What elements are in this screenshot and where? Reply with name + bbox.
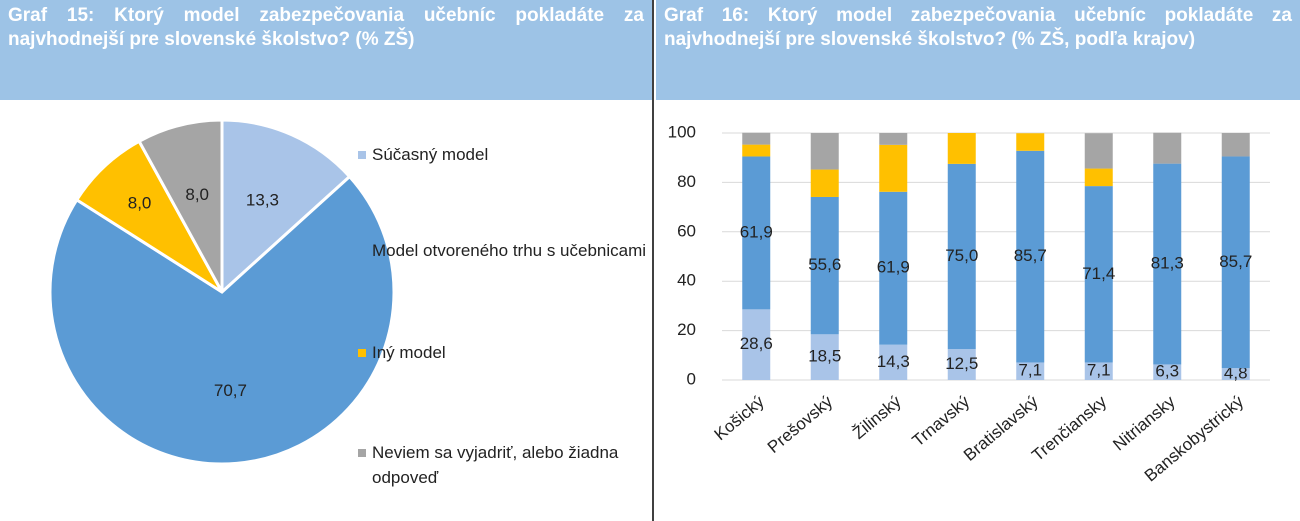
y-tick-label: 20 bbox=[677, 320, 696, 339]
y-tick-label: 100 bbox=[668, 122, 696, 141]
bar-segment bbox=[947, 349, 976, 380]
pie-slice bbox=[220, 118, 352, 296]
legend-item: Model otvoreného trhu s učebnicami bbox=[358, 238, 652, 263]
x-tick-label: Nitriansky bbox=[1109, 392, 1179, 455]
legend-swatch bbox=[358, 349, 366, 357]
bar-segment bbox=[1016, 133, 1045, 151]
legend-swatch bbox=[358, 247, 366, 255]
bar-segment bbox=[1221, 156, 1250, 369]
data-label: 14,3 bbox=[877, 352, 910, 371]
x-tick-label: Žilinský bbox=[849, 392, 905, 443]
legend-item: Iný model bbox=[358, 340, 652, 365]
data-label: 28,6 bbox=[740, 334, 773, 353]
chart-title: Graf 15: Ktorý model zabezpečovania učeb… bbox=[0, 0, 652, 100]
bar-segment bbox=[742, 132, 771, 145]
bar-segment bbox=[1153, 364, 1182, 380]
x-tick-label: Košický bbox=[711, 392, 768, 445]
y-tick-label: 40 bbox=[677, 271, 696, 290]
bar-segment bbox=[1084, 133, 1113, 169]
data-label: 4,8 bbox=[1224, 364, 1248, 383]
y-tick-label: 80 bbox=[677, 172, 696, 191]
y-tick-label: 60 bbox=[677, 221, 696, 240]
data-label: 81,3 bbox=[1151, 254, 1184, 273]
bar-segment bbox=[1221, 133, 1250, 157]
data-label: 85,7 bbox=[1014, 246, 1047, 265]
x-tick-label: Trenčiansky bbox=[1028, 392, 1110, 465]
data-label: 61,9 bbox=[740, 222, 773, 241]
bar-segment bbox=[742, 309, 771, 380]
bar-segment bbox=[1084, 168, 1113, 187]
bar-segment bbox=[1153, 132, 1182, 164]
bar-segment bbox=[947, 133, 976, 164]
bar-segment bbox=[742, 144, 771, 157]
data-label: 18,5 bbox=[808, 347, 841, 366]
bar-segment bbox=[1221, 368, 1250, 380]
data-label: 8,0 bbox=[128, 194, 152, 213]
x-tick-label: Bratislavský bbox=[960, 392, 1042, 465]
bar-segment bbox=[810, 196, 839, 335]
data-label: 13,3 bbox=[246, 190, 279, 209]
legend-item: Súčasný model bbox=[358, 142, 652, 167]
legend-item: Neviem sa vyjadriť, alebo žiadna odpoveď bbox=[358, 440, 652, 490]
data-label: 70,7 bbox=[214, 381, 247, 400]
x-tick-label: Prešovský bbox=[764, 392, 837, 457]
data-label: 55,6 bbox=[808, 255, 841, 274]
bar-segment bbox=[810, 334, 839, 380]
legend-swatch bbox=[358, 151, 366, 159]
data-label: 7,1 bbox=[1087, 361, 1111, 380]
bar-segment bbox=[1016, 150, 1045, 363]
legend-label: Iný model bbox=[372, 343, 446, 362]
bar-segment bbox=[879, 144, 908, 192]
data-label: 12,5 bbox=[945, 354, 978, 373]
bar-segment bbox=[1153, 163, 1182, 365]
bar-segment bbox=[947, 163, 976, 350]
bar-segment bbox=[742, 156, 771, 310]
data-label: 61,9 bbox=[877, 258, 910, 277]
bar-segment bbox=[1084, 186, 1113, 363]
x-tick-label: Trnavský bbox=[909, 392, 974, 451]
bar-segment bbox=[1084, 362, 1113, 380]
bar-segment bbox=[879, 191, 908, 345]
legend-label: Neviem sa vyjadriť, alebo žiadna odpoveď bbox=[372, 443, 619, 487]
bar-segment bbox=[1016, 362, 1045, 380]
legend-label: Súčasný model bbox=[372, 145, 489, 164]
data-label: 85,7 bbox=[1219, 252, 1252, 271]
bar-segment bbox=[810, 169, 839, 197]
data-label: 75,0 bbox=[945, 246, 978, 265]
bar-segment bbox=[879, 133, 908, 145]
chart-title: Graf 16: Ktorý model zabezpečovania učeb… bbox=[656, 0, 1300, 100]
data-label: 8,0 bbox=[185, 185, 209, 204]
pie-slice bbox=[137, 118, 224, 293]
bar-segment bbox=[810, 133, 839, 170]
data-label: 7,1 bbox=[1018, 361, 1042, 380]
data-label: 6,3 bbox=[1155, 362, 1179, 381]
data-label: 71,4 bbox=[1082, 264, 1115, 283]
legend-swatch bbox=[358, 449, 366, 457]
legend-label: Model otvoreného trhu s učebnicami bbox=[372, 241, 647, 260]
bar-segment bbox=[879, 344, 908, 380]
y-tick-label: 0 bbox=[687, 369, 696, 388]
pie-slice bbox=[48, 174, 396, 466]
